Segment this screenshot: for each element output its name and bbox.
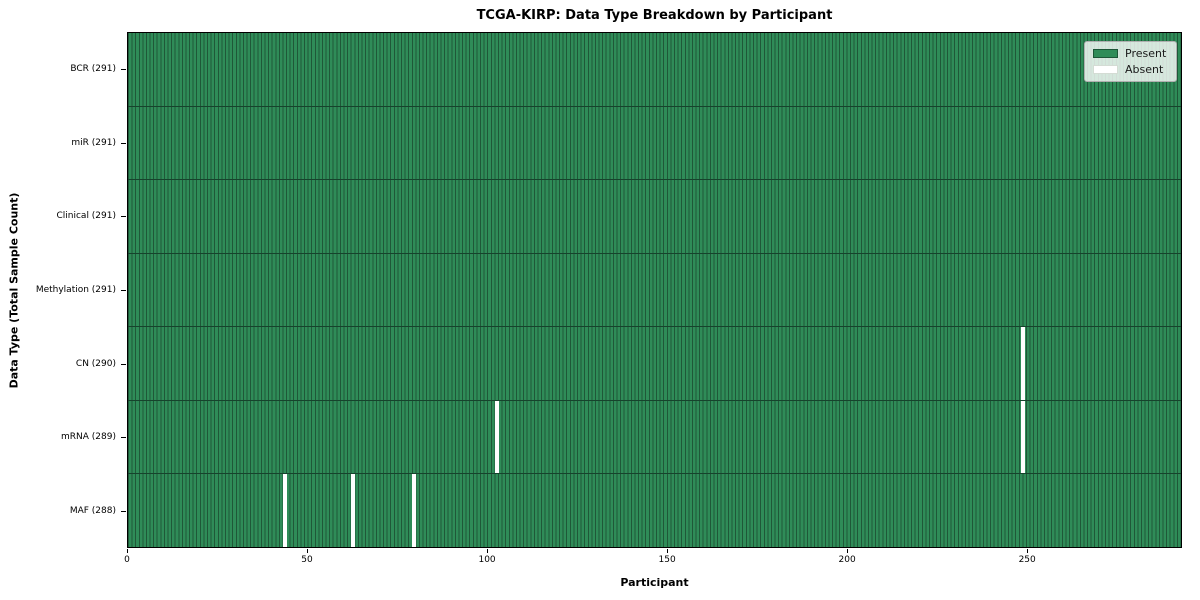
plot-area: [127, 32, 1182, 548]
matrix-row-MAF: [128, 473, 1181, 548]
x-tick-label: 250: [1018, 555, 1036, 565]
x-axis-label: Participant: [620, 576, 689, 589]
x-tick-mark: [667, 549, 669, 553]
absent-gap: [351, 474, 355, 548]
legend-item-absent: Absent: [1093, 64, 1168, 75]
legend-item-present: Present: [1093, 48, 1168, 59]
y-axis-tick-labels: BCR (291) miR (291) Clinical (291) Methylat…: [0, 32, 116, 548]
matrix-row-BCR: [128, 33, 1181, 106]
absent-gap: [1020, 400, 1025, 474]
legend: Present Absent: [1084, 41, 1177, 82]
absent-gap: [282, 474, 287, 548]
y-tick-mark: [121, 290, 126, 291]
matrix-row-mRNA: [128, 399, 1181, 474]
y-tick-mark: [121, 142, 126, 144]
x-tick-label: 50: [301, 555, 313, 565]
present-swatch-icon: [1093, 49, 1118, 58]
x-tick-mark: [847, 549, 849, 553]
x-tick-mark: [307, 549, 309, 553]
absent-gap: [495, 400, 499, 474]
y-tick-mark: [121, 363, 126, 365]
y-tick-mark: [121, 437, 126, 439]
matrix-row-Clinical: [128, 179, 1181, 253]
matrix-row-miR: [128, 105, 1181, 180]
absent-gap: [1020, 327, 1025, 400]
matrix-row-Methylation: [128, 252, 1181, 327]
x-tick-mark: [1027, 549, 1029, 553]
x-tick-label: 100: [478, 555, 496, 565]
absent-swatch-icon: [1093, 65, 1118, 74]
y-tick-mark: [121, 216, 126, 218]
matrix-rows: [128, 33, 1181, 548]
y-axis-label-text: Data Type (Total Sample Count): [7, 192, 21, 388]
x-tick-mark: [127, 549, 128, 553]
x-tick-label: 150: [658, 555, 676, 565]
y-tick-label: BCR (291): [70, 63, 116, 74]
y-tick-label: miR (291): [71, 137, 116, 148]
matrix-row-CN: [128, 326, 1181, 400]
x-tick-label: 200: [838, 555, 856, 565]
y-tick-mark: [121, 511, 126, 513]
chart-title: TCGA-KIRP: Data Type Breakdown by Partic…: [476, 8, 833, 23]
y-tick-label: Methylation (291): [35, 285, 116, 295]
legend-absent-label: Absent: [1125, 63, 1164, 76]
absent-gap: [412, 474, 417, 548]
y-tick-label: MAF (288): [69, 506, 116, 517]
y-tick-mark: [121, 68, 126, 70]
x-tick-mark: [487, 549, 489, 553]
x-tick-label: 0: [124, 555, 130, 565]
y-tick-label: Clinical (291): [56, 211, 116, 222]
y-tick-label: CN (290): [75, 358, 116, 369]
legend-present-label: Present: [1125, 47, 1167, 60]
y-tick-label: mRNA (289): [61, 432, 116, 443]
